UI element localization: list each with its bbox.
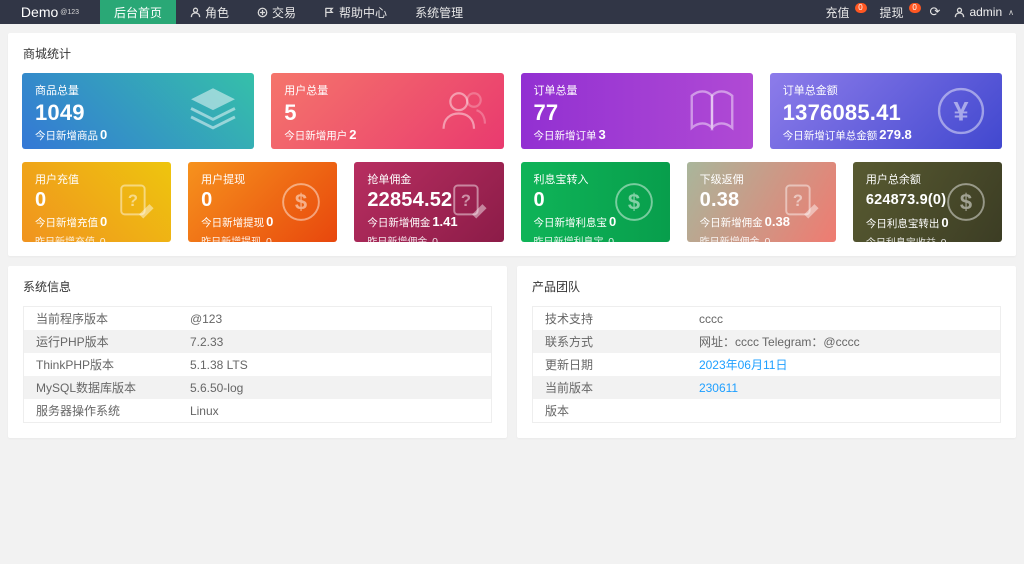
- table-row: ThinkPHP版本 5.1.38 LTS: [36, 357, 248, 373]
- coin-icon: [257, 7, 268, 17]
- bottom-panels: 系统信息 当前程序版本 @123 运行PHP版本 7.2.33 ThinkPHP版本…: [8, 266, 1016, 438]
- withdraw-button[interactable]: 提现 0: [872, 2, 921, 21]
- menu-item-roles[interactable]: 角色: [176, 0, 243, 24]
- table-row: 更新日期 2023年06月11日: [533, 353, 1001, 376]
- recharge-button[interactable]: 充值 0: [818, 2, 867, 21]
- recharge-badge: 0: [854, 2, 867, 13]
- admin-name: admin: [969, 5, 1003, 19]
- menu-item-trade[interactable]: 交易: [243, 0, 310, 24]
- app-logo[interactable]: Demo @123: [0, 0, 100, 24]
- form-icon: [785, 184, 820, 220]
- table-row: 版本: [545, 404, 570, 418]
- form-icon: [120, 184, 155, 220]
- table-row: 联系方式 网址：cccc Telegram：@cccc: [532, 330, 1001, 353]
- user-icon: [955, 7, 965, 17]
- dollar-icon: [614, 183, 653, 221]
- logo-version: @123: [60, 8, 80, 16]
- system-info-panel: 系统信息 当前程序版本 @123 运行PHP版本 7.2.33 ThinkPHP版本…: [8, 266, 507, 438]
- user-icon: [190, 7, 201, 17]
- nav-spacer: [477, 0, 817, 24]
- dollar-icon: [282, 183, 321, 221]
- product-team-table: 技术支持 cccc 联系方式 网址：cccc Telegram：@cccc 更新日期…: [532, 306, 1001, 423]
- stats-panel-title: 商城统计: [23, 47, 72, 61]
- system-info-title: 系统信息: [23, 280, 72, 294]
- logo-text: Demo: [20, 4, 59, 20]
- admin-dropdown[interactable]: admin ∧: [954, 5, 1014, 19]
- chevron-up-icon: ∧: [1008, 7, 1014, 17]
- product-team-panel: 产品团队 技术支持 cccc 联系方式 网址：cccc Telegram：@cccc…: [517, 266, 1016, 438]
- users-icon: [441, 92, 486, 130]
- table-row: 服务器操作系统 Linux: [36, 403, 219, 419]
- table-row: 技术支持 cccc: [545, 311, 723, 327]
- table-row: 运行PHP版本 7.2.33: [23, 330, 492, 353]
- withdraw-badge: 0: [908, 2, 921, 13]
- menu-item-system[interactable]: 系统管理: [415, 5, 464, 20]
- dollar-icon: [947, 183, 985, 221]
- update-date-link[interactable]: 2023年06月11日: [698, 358, 788, 372]
- product-team-title: 产品团队: [532, 280, 581, 294]
- table-row: 当前程序版本 @123: [36, 311, 223, 327]
- main-menu: 后台首页 角色 交易 帮助中心 系统管理: [100, 0, 477, 24]
- layers-icon: [189, 86, 237, 130]
- refresh-icon[interactable]: ⟳: [929, 4, 941, 19]
- nav-right: 充值 0 提现 0 ⟳ admin ∧: [818, 0, 1024, 24]
- current-version-link[interactable]: 230611: [698, 380, 739, 395]
- book-icon: [690, 90, 734, 130]
- top-navbar: Demo @123 后台首页 角色 交易 帮助中心 系统管理 充值 0 提现 0: [0, 0, 1024, 24]
- flag-icon: [325, 7, 334, 17]
- system-info-table: 当前程序版本 @123 运行PHP版本 7.2.33 ThinkPHP版本 5.1.3…: [23, 306, 492, 423]
- form-icon: [452, 184, 488, 220]
- yen-icon: [937, 87, 985, 135]
- menu-item-help-center[interactable]: 帮助中心: [310, 0, 401, 24]
- menu-item-home[interactable]: 后台首页: [100, 0, 177, 24]
- table-row: MySQL数据库版本 5.6.50-log: [23, 376, 492, 399]
- table-row: 当前版本 230611: [532, 376, 1001, 399]
